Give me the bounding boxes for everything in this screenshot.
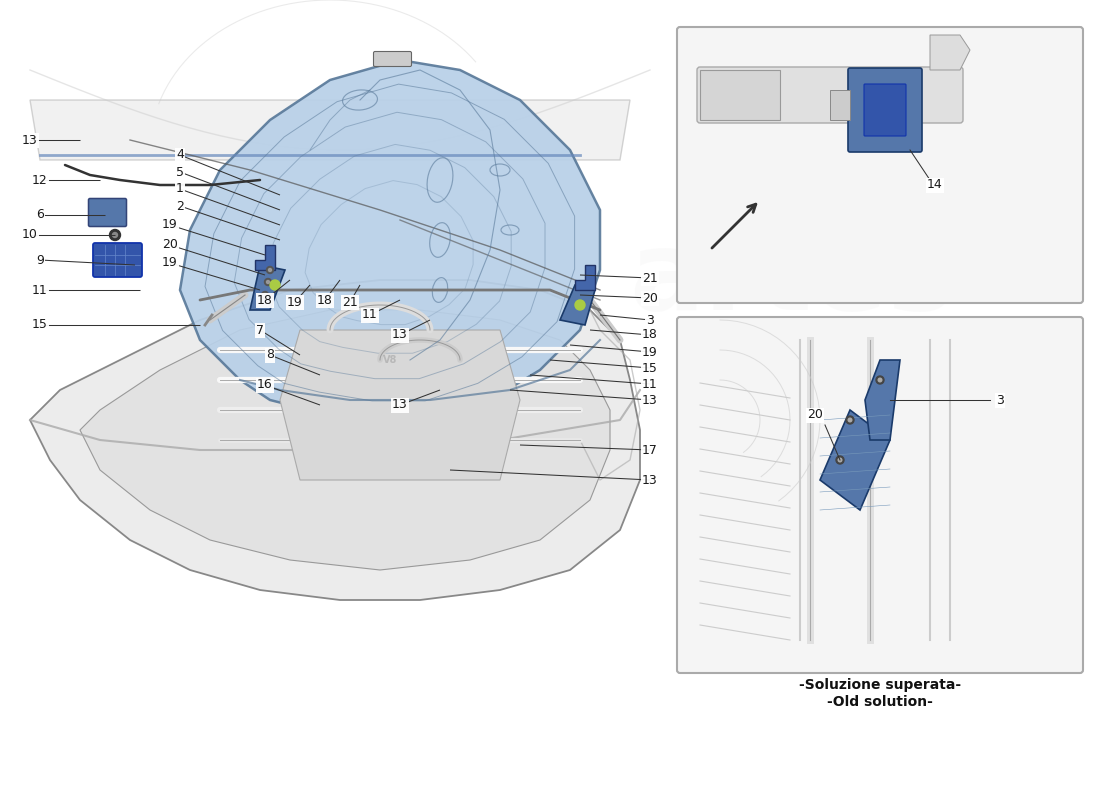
FancyBboxPatch shape — [676, 27, 1084, 303]
Text: 13: 13 — [392, 398, 408, 411]
Text: 19: 19 — [162, 218, 178, 231]
Text: 12: 12 — [32, 174, 48, 186]
Text: 14: 14 — [927, 178, 943, 191]
Polygon shape — [560, 285, 595, 325]
Circle shape — [262, 291, 268, 298]
Text: -Old solution-: -Old solution- — [827, 695, 933, 709]
Circle shape — [264, 278, 272, 286]
Text: 13: 13 — [392, 329, 408, 342]
Circle shape — [838, 458, 842, 462]
Polygon shape — [280, 330, 520, 480]
Text: 2: 2 — [176, 199, 184, 213]
Text: 20: 20 — [642, 291, 658, 305]
Polygon shape — [80, 310, 610, 570]
Circle shape — [264, 294, 266, 297]
Text: 16: 16 — [257, 378, 273, 391]
Text: 3: 3 — [997, 394, 1004, 406]
Text: V8: V8 — [383, 355, 397, 365]
Circle shape — [848, 418, 851, 422]
Text: 13: 13 — [642, 474, 658, 486]
Text: 10: 10 — [22, 229, 37, 242]
Text: 11: 11 — [642, 378, 658, 390]
Polygon shape — [930, 35, 970, 70]
FancyBboxPatch shape — [848, 68, 922, 152]
Polygon shape — [575, 265, 595, 290]
Polygon shape — [250, 265, 285, 310]
FancyBboxPatch shape — [864, 84, 906, 136]
Text: 1995: 1995 — [825, 437, 979, 491]
Text: 6: 6 — [36, 209, 44, 222]
Circle shape — [112, 233, 118, 238]
Text: 18: 18 — [257, 294, 273, 306]
Polygon shape — [30, 100, 630, 160]
FancyBboxPatch shape — [676, 317, 1084, 673]
Text: 15: 15 — [642, 362, 658, 374]
Polygon shape — [180, 60, 600, 420]
Text: 13: 13 — [642, 394, 658, 406]
Circle shape — [836, 456, 844, 464]
Circle shape — [878, 378, 882, 382]
Circle shape — [268, 269, 272, 271]
FancyBboxPatch shape — [374, 51, 411, 66]
Text: 18: 18 — [317, 294, 333, 306]
Polygon shape — [865, 360, 900, 440]
Text: 20: 20 — [807, 409, 823, 422]
FancyBboxPatch shape — [88, 198, 126, 226]
Text: 1: 1 — [176, 182, 184, 195]
Text: 11: 11 — [32, 283, 48, 297]
Text: 19: 19 — [162, 257, 178, 270]
Text: 13: 13 — [22, 134, 37, 146]
Circle shape — [270, 280, 280, 290]
Polygon shape — [255, 245, 275, 270]
Circle shape — [266, 281, 270, 283]
Text: 15: 15 — [32, 318, 48, 331]
Text: 3: 3 — [646, 314, 653, 326]
Circle shape — [846, 416, 854, 424]
Text: 11: 11 — [362, 309, 378, 322]
Text: -Soluzione superata-: -Soluzione superata- — [799, 678, 961, 692]
FancyBboxPatch shape — [697, 67, 962, 123]
Circle shape — [110, 230, 121, 241]
Polygon shape — [830, 90, 850, 120]
Text: 9: 9 — [36, 254, 44, 266]
Text: 8: 8 — [266, 349, 274, 362]
Text: artes: artes — [629, 226, 955, 334]
Polygon shape — [820, 410, 890, 510]
Text: 5: 5 — [176, 166, 184, 178]
Text: 19: 19 — [642, 346, 658, 358]
Text: 18: 18 — [642, 329, 658, 342]
Text: 20: 20 — [162, 238, 178, 251]
Text: 7: 7 — [256, 323, 264, 337]
Text: 21: 21 — [342, 295, 358, 309]
Text: 17: 17 — [642, 443, 658, 457]
Text: 4: 4 — [176, 149, 184, 162]
Text: 19: 19 — [287, 295, 303, 309]
Polygon shape — [30, 280, 640, 600]
Circle shape — [266, 266, 274, 274]
FancyBboxPatch shape — [94, 243, 142, 277]
Circle shape — [575, 300, 585, 310]
Text: 21: 21 — [642, 271, 658, 285]
Polygon shape — [700, 70, 780, 120]
Circle shape — [876, 376, 884, 384]
